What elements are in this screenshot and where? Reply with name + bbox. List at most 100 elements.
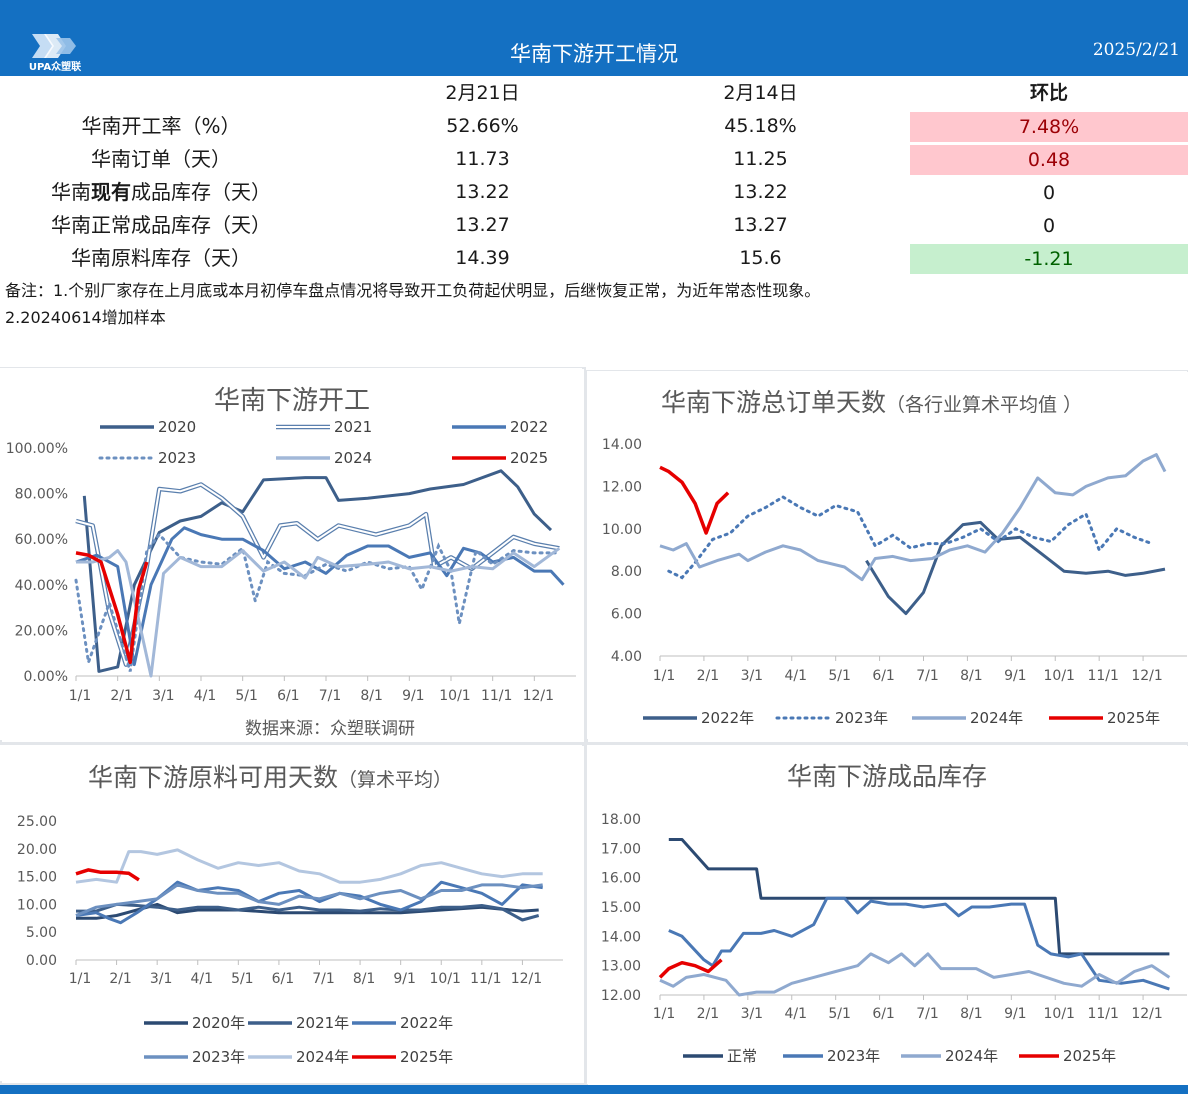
x-tick-label: 1/1 [69, 688, 92, 704]
series-line-inner [75, 483, 560, 666]
report-date: 2025/2/21 [1092, 40, 1180, 60]
x-tick-label: 11/1 [470, 971, 501, 987]
value-current: 14.39 [455, 247, 510, 269]
x-tick-label: 1/1 [653, 668, 676, 684]
y-tick-label: 16.00 [601, 871, 641, 887]
y-tick-label: 4.00 [611, 649, 642, 665]
operating-rate-chart: 华南下游开工 0.00% 20.00% 40.00% 60.00% 80.00% 100.0… [0, 368, 582, 740]
y-tick-label: 20.00% [15, 623, 68, 639]
y-tick-label: 6.00 [611, 607, 642, 623]
x-tick-label: 4/1 [190, 971, 213, 987]
chart-title: 华南下游开工 [214, 386, 370, 416]
value-change: 0 [1042, 182, 1056, 204]
series-line [659, 952, 1171, 997]
value-change: -1.21 [910, 244, 1188, 274]
series-line [75, 848, 543, 884]
legend-label: 2022年 [701, 709, 754, 727]
legend-label: 2023 [158, 449, 196, 467]
row-label-text: 华南原料库存（天） [71, 246, 251, 270]
series-line [75, 551, 149, 665]
x-tick-label: 2/1 [697, 1006, 720, 1022]
data-source-note: 数据来源：众塑联调研 [245, 719, 415, 739]
x-tick-label: 1/1 [69, 971, 92, 987]
header-bar: UPA众塑联 华南下游开工情况 2025/2/21 [0, 0, 1188, 76]
row-label: 华南现有成品库存（天） [0, 177, 346, 207]
x-tick-label: 3/1 [152, 688, 175, 704]
page-title: 华南下游开工情况 [510, 42, 678, 66]
value-previous: 13.22 [733, 181, 788, 203]
chart-title-text: 华南下游总订单天数 [661, 388, 886, 417]
row-label-text: 华南开工率（%） [81, 114, 241, 138]
series-line [76, 902, 540, 922]
value-previous: 13.27 [733, 214, 788, 236]
x-tick-label: 8/1 [960, 668, 983, 684]
x-tick-label: 9/1 [402, 688, 425, 704]
svg-text:UPA众塑联: UPA众塑联 [29, 60, 81, 73]
x-tick-label: 7/1 [916, 668, 939, 684]
series-line [75, 482, 560, 667]
series-line [659, 453, 1167, 582]
x-tick-label: 9/1 [1004, 1006, 1027, 1022]
x-tick-label: 7/1 [312, 971, 335, 987]
upa-logo: UPA众塑联 [29, 34, 81, 73]
series-line [82, 469, 553, 673]
y-tick-label: 10.00 [17, 897, 57, 913]
value-previous: 11.25 [733, 148, 788, 170]
legend-label: 2024年 [945, 1047, 998, 1065]
y-tick-label: 100.00% [6, 441, 68, 457]
raw-material-days-chart: 华南下游原料可用天数（算术平均） 0.00 5.00 10.00 15.00 20.00 2… [0, 745, 582, 1081]
row-label-emphasis: 现有 [91, 180, 131, 204]
legend-label: 2023年 [192, 1048, 245, 1066]
y-tick-label: 14.00 [601, 929, 641, 945]
chart-title-text: 华南下游成品库存 [787, 762, 987, 791]
legend-label: 2023年 [827, 1047, 880, 1065]
note-line-2: 2.20240614增加样本 [5, 308, 166, 327]
y-tick-label: 15.00 [601, 900, 641, 916]
row-label-suffix: 成品库存（天） [131, 180, 271, 204]
legend-label: 正常 [727, 1047, 757, 1065]
note-line-1: 备注：1.个别厂家存在上月底或本月初停车盘点情况将导致开工负荷起伏明显，后继恢复… [5, 281, 821, 300]
series-line [667, 495, 1154, 580]
x-tick-label: 5/1 [231, 971, 254, 987]
x-tick-label: 3/1 [741, 668, 764, 684]
value-current: 13.22 [455, 181, 510, 203]
chart-title: 华南下游总订单天数（各行业算术平均值 ） [661, 388, 1082, 417]
row-label: 华南正常成品库存（天） [0, 210, 346, 240]
x-tick-label: 8/1 [360, 688, 383, 704]
x-tick-label: 7/1 [916, 1006, 939, 1022]
legend-label: 2022 [510, 418, 548, 436]
value-previous: 15.6 [739, 247, 782, 269]
chart-title: 华南下游成品库存 [787, 762, 987, 791]
y-tick-label: 14.00 [602, 437, 642, 453]
series-line [668, 838, 1170, 956]
x-tick-label: 2/1 [110, 688, 133, 704]
x-tick-label: 9/1 [393, 971, 416, 987]
x-tick-label: 12/1 [1131, 1006, 1162, 1022]
order-days-chart: 华南下游总订单天数（各行业算术平均值 ） 4.00 6.00 8.00 10.00 12.… [587, 371, 1187, 739]
x-tick-label: 3/1 [150, 971, 173, 987]
notes: 备注：1.个别厂家存在上月底或本月初停车盘点情况将导致开工负荷起伏明显，后继恢复… [5, 277, 820, 331]
value-current: 11.73 [455, 148, 510, 170]
y-tick-label: 12.00 [602, 479, 642, 495]
legend-label: 2020年 [192, 1014, 245, 1032]
chart-subtitle: （算术平均） [338, 769, 452, 791]
x-tick-label: 8/1 [353, 971, 376, 987]
series-line [659, 465, 730, 535]
row-label: 华南原料库存（天） [0, 243, 346, 273]
x-tick-label: 2/1 [109, 971, 132, 987]
y-tick-label: 12.00 [601, 988, 641, 1004]
finished-inventory-chart: 华南下游成品库存 12.00 13.00 14.00 15.00 16.00 17.00 18… [587, 745, 1187, 1084]
y-tick-label: 20.00 [17, 842, 57, 858]
x-tick-label: 4/1 [194, 688, 217, 704]
y-tick-label: 18.00 [601, 812, 641, 828]
legend-label: 2025 [510, 449, 548, 467]
series-line [865, 520, 1166, 616]
value-change: 0 [1042, 215, 1056, 237]
value-change: 7.48% [910, 112, 1188, 142]
legend-label: 2021 [334, 418, 372, 436]
legend-label: 2024年 [970, 709, 1023, 727]
y-tick-label: 10.00 [602, 522, 642, 538]
row-label: 华南订单（天） [0, 144, 346, 174]
x-tick-label: 5/1 [235, 688, 258, 704]
y-tick-label: 13.00 [601, 959, 641, 975]
